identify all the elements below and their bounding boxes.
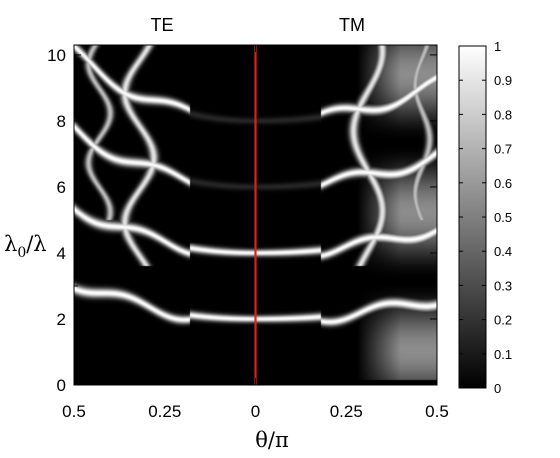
y-axis: 0 2 4 6 8 10: [47, 46, 437, 395]
colorbar-tick-label: 0.1: [494, 347, 512, 362]
y-tick-label: 6: [57, 178, 66, 197]
x-tick-label: 0.25: [330, 402, 363, 421]
colorbar: [458, 45, 487, 389]
y-axis-label-subscript: 0: [17, 245, 26, 261]
colorbar-tick-label: 0.8: [494, 107, 512, 122]
colorbar-axis: 0 0.1 0.2 0.3 0.4 0.5 0.6 0.7 0.8 0.9 1: [459, 39, 512, 396]
colorbar-tick-label: 0.6: [494, 176, 512, 191]
colorbar-tick-label: 0: [494, 381, 501, 396]
colorbar-tick-label: 0.4: [494, 244, 512, 259]
x-tick-label: 0.5: [62, 402, 86, 421]
colorbar-tick-label: 1: [494, 39, 501, 54]
colorbar-tick-label: 0.3: [494, 278, 512, 293]
y-axis-label: λ0/λ: [4, 232, 47, 261]
y-tick-label: 8: [57, 112, 66, 131]
colorbar-tick-label: 0.9: [494, 73, 512, 88]
y-tick-label: 4: [57, 244, 66, 263]
y-tick-label: 10: [47, 46, 66, 65]
colorbar-tick-label: 0.5: [494, 210, 512, 225]
x-tick-label: 0.5: [425, 402, 449, 421]
x-tick-label: 0.25: [148, 402, 181, 421]
y-axis-label-tail: /λ: [26, 232, 46, 256]
x-tick-label: 0: [251, 402, 260, 421]
y-tick-label: 0: [57, 376, 66, 395]
panel-label-tm: TM: [339, 15, 365, 35]
colorbar-tick-label: 0.7: [494, 142, 512, 157]
x-axis: 0.5 0.25 0 0.25 0.5: [62, 45, 449, 421]
y-tick-label: 2: [57, 310, 66, 329]
y-axis-label-main: λ: [4, 232, 17, 256]
colorbar-tick-label: 0.2: [494, 313, 512, 328]
panel-label-te: TE: [150, 15, 173, 35]
x-axis-label: θ/π: [255, 428, 289, 452]
